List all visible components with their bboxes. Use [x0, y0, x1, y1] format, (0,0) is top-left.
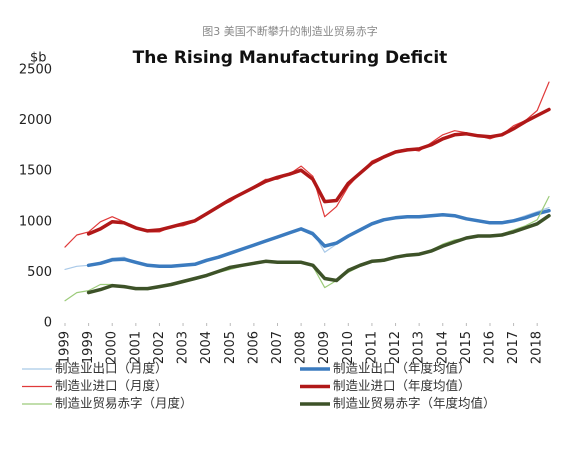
legend-label: 制造业出口（年度均值）: [333, 361, 471, 376]
x-tick-label: 2014: [435, 331, 450, 364]
series-line: [64, 207, 550, 270]
y-tick-label: 500: [27, 265, 52, 280]
series-line: [86, 213, 551, 295]
x-tick-label: 2018: [530, 331, 545, 364]
x-tick-label: 2003: [176, 331, 191, 364]
x-tick-label: 2010: [341, 331, 356, 364]
x-tick-label: 1999: [81, 331, 96, 364]
x-tick-label: 2012: [388, 331, 403, 364]
x-tick-label: 2004: [199, 331, 214, 364]
series-line: [64, 195, 550, 302]
x-tick-label: 2016: [482, 331, 497, 364]
legend-label: 制造业贸易赤字（年度均值）: [333, 396, 496, 411]
y-tick-label: 1500: [19, 164, 52, 179]
y-tick-label: 2000: [19, 113, 52, 128]
legend-label: 制造业贸易赤字（月度）: [55, 396, 193, 411]
x-tick-label: 2002: [152, 331, 167, 364]
x-tick-label: 2015: [459, 331, 474, 364]
x-tick-label: 2001: [128, 331, 143, 364]
x-tick-label: 2008: [294, 331, 309, 364]
series-line: [64, 81, 550, 248]
x-tick-label: 2009: [317, 331, 332, 364]
x-tick-label: 2013: [412, 331, 427, 364]
y-tick-label: 2500: [19, 63, 52, 78]
series-line: [86, 107, 551, 236]
y-axis-label: $b: [30, 51, 47, 66]
y-tick-label: 1000: [19, 214, 52, 229]
y-tick-label: 0: [44, 316, 52, 331]
legend-label: 制造业出口（月度）: [55, 361, 168, 376]
x-tick-label: 2007: [270, 331, 285, 364]
x-tick-label: 1999: [58, 331, 73, 364]
legend-label: 制造业进口（月度）: [55, 378, 168, 393]
caption: 图3 美国不断攀升的制造业贸易赤字: [202, 24, 378, 38]
legend-label: 制造业进口（年度均值）: [333, 378, 471, 393]
x-tick-label: 2011: [364, 331, 379, 364]
x-tick-label: 2017: [506, 331, 521, 364]
x-tick-label: 2005: [223, 331, 238, 364]
x-tick-label: 2006: [246, 331, 261, 364]
series-line: [86, 208, 551, 269]
chart-title: The Rising Manufacturing Deficit: [133, 48, 448, 68]
x-tick-label: 2000: [105, 331, 120, 364]
